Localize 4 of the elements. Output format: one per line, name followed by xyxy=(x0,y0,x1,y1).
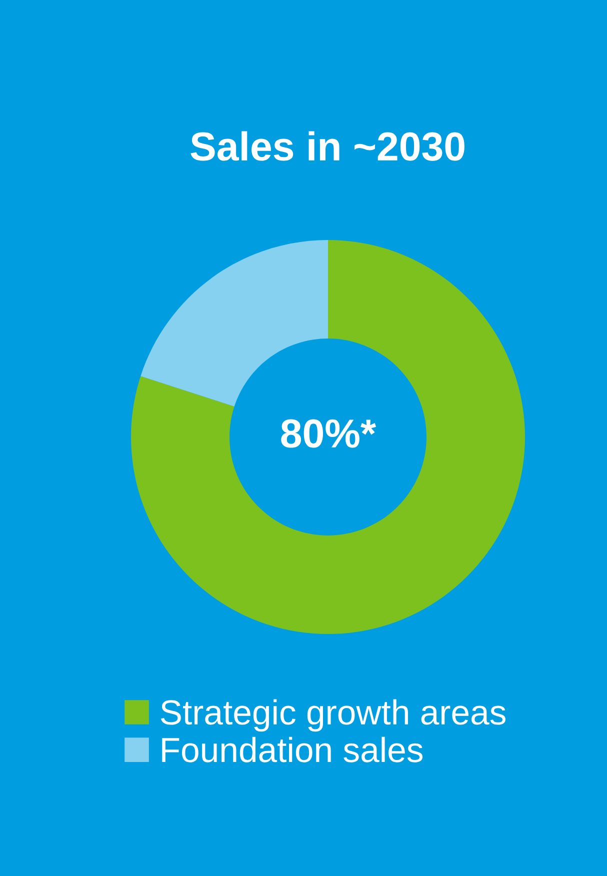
legend-label: Foundation sales xyxy=(162,736,423,762)
chart-title: Sales in ~2030 xyxy=(190,131,464,161)
text: 80%* xyxy=(281,419,376,448)
legend-label: Strategic growth areas xyxy=(160,699,506,732)
